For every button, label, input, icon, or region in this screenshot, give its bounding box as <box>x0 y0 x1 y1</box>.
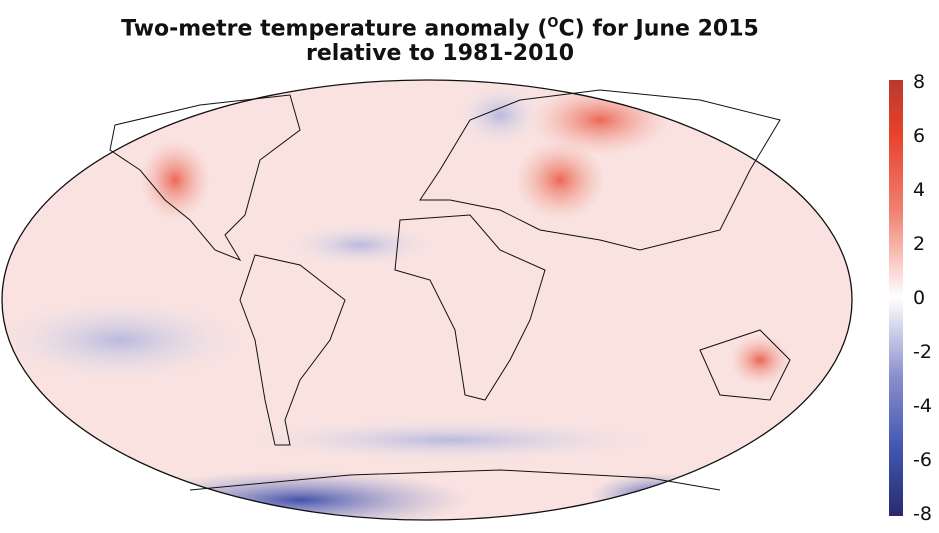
colorbar-tick-label: -8 <box>913 503 932 525</box>
colorbar-tick-label: 4 <box>913 179 926 201</box>
australia-outline <box>699 329 791 401</box>
africa-outline <box>394 214 546 401</box>
north-america-outline <box>109 94 301 262</box>
antarctica-outline <box>189 469 721 491</box>
colorbar-tick-label: -6 <box>913 449 932 471</box>
eurasia-outline <box>419 89 781 251</box>
colorbar-tick-label: -4 <box>913 395 932 417</box>
coastlines <box>109 89 791 491</box>
colorbar-tick-label: -2 <box>913 341 932 363</box>
colorbar-tick-label: 2 <box>913 233 926 255</box>
colorbar-tick-label: 8 <box>913 71 926 93</box>
map-title-line1: Two-metre temperature anomaly (OC) for J… <box>121 16 759 42</box>
anomaly-field <box>2 80 852 520</box>
colorbar-tick-label: 6 <box>913 125 926 147</box>
colorbar-tick-label: 0 <box>913 287 926 309</box>
colorbar <box>889 80 903 516</box>
south-america-outline <box>239 254 346 446</box>
map-border <box>1 79 853 521</box>
map-title-line2: relative to 1981-2010 <box>305 41 575 66</box>
